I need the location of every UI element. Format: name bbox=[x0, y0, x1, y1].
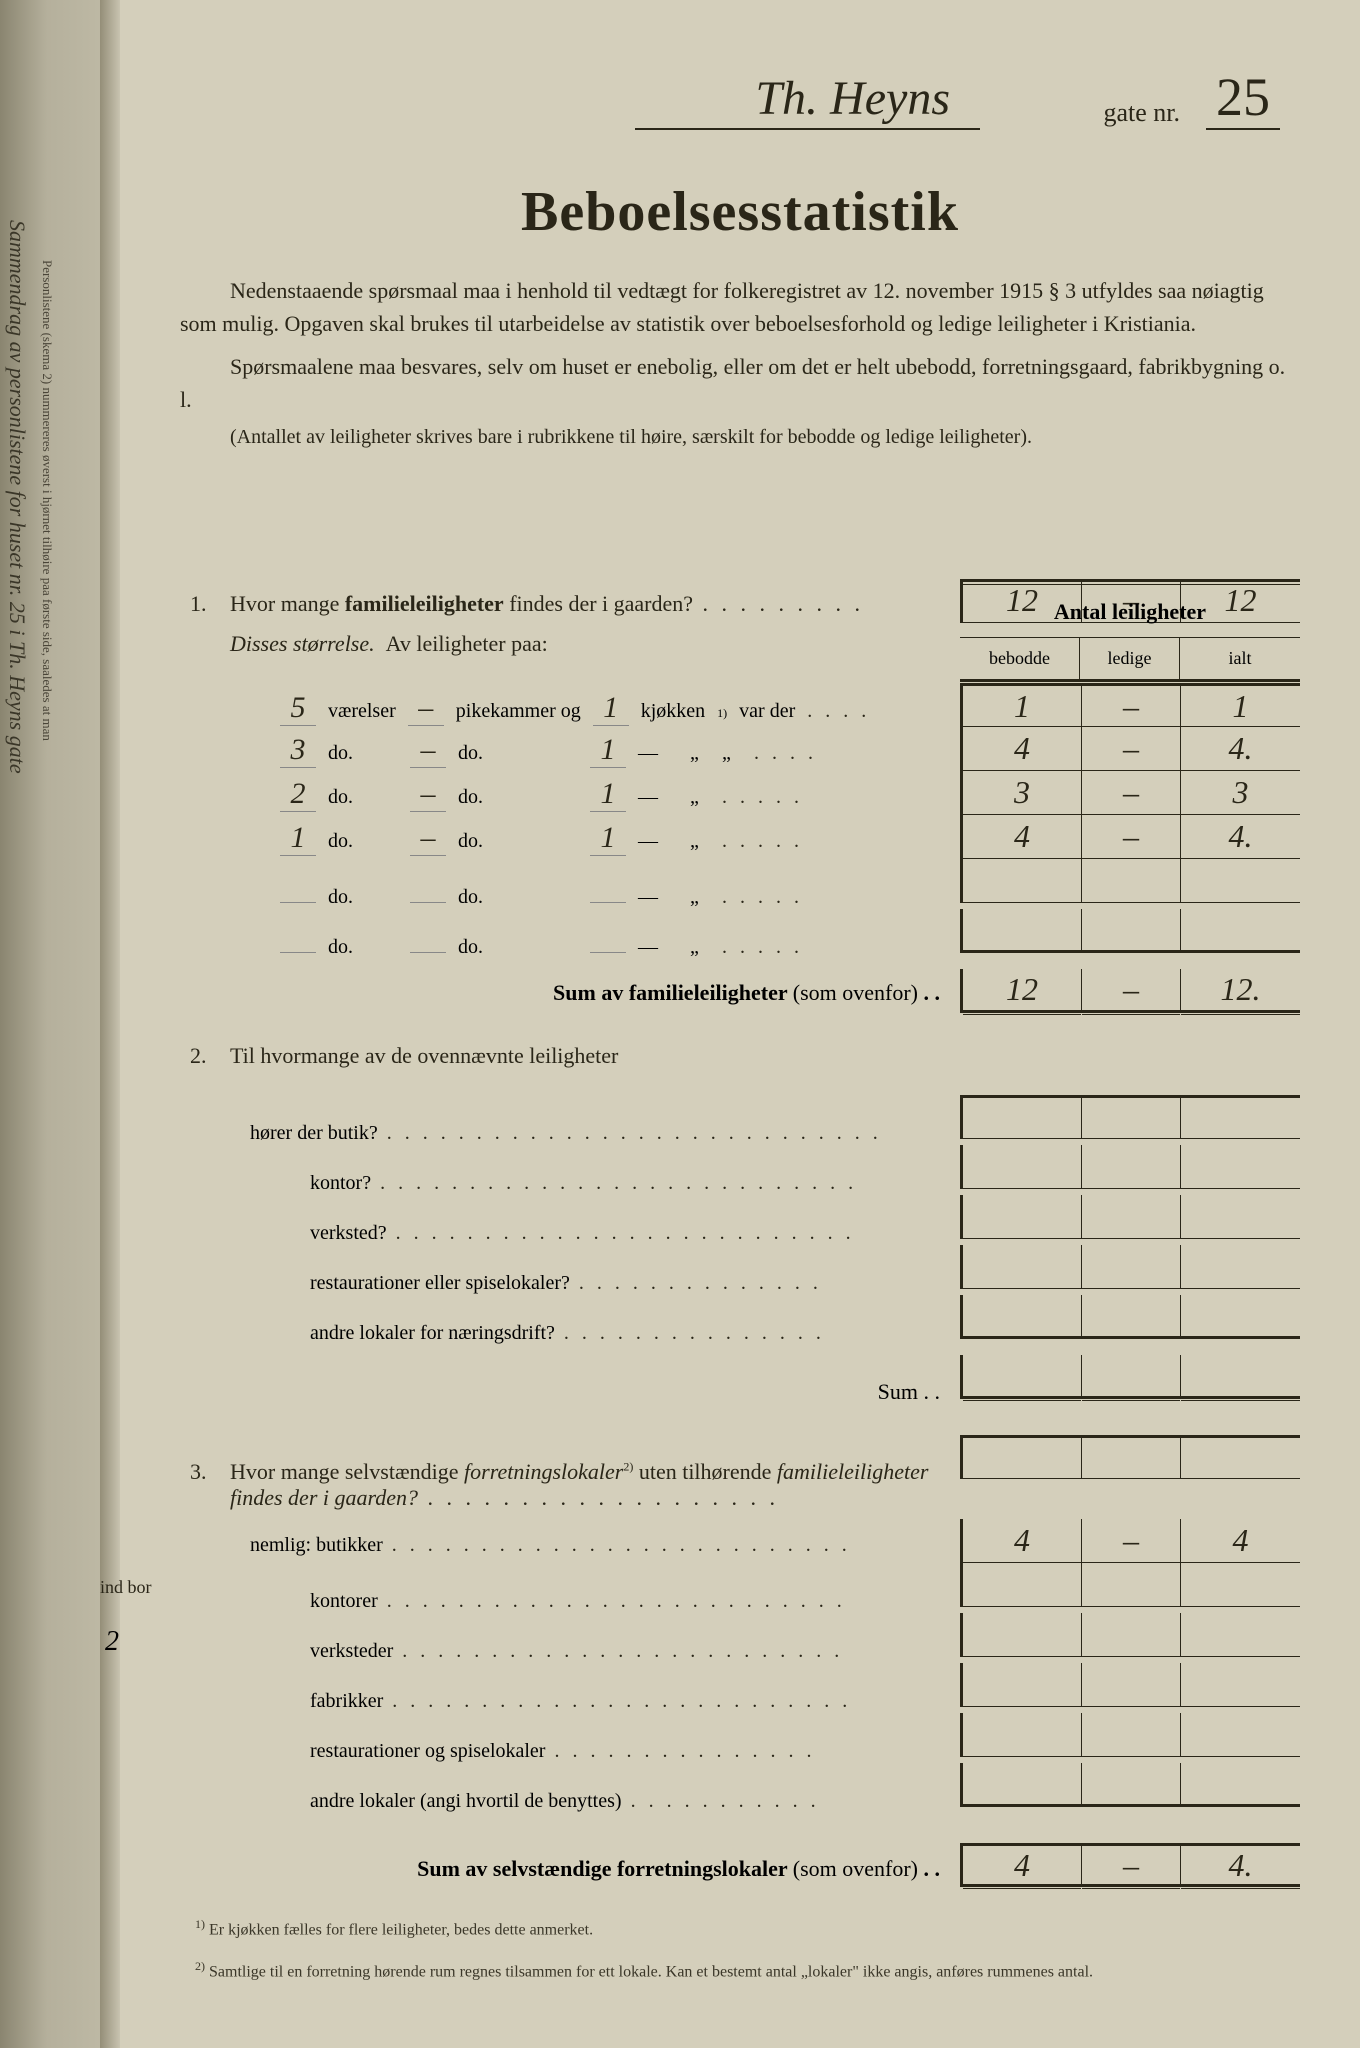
q1-size-row-0: 5værelser –pikekammer og 1kjøkken1) var … bbox=[180, 683, 1300, 727]
vertical-spine-text: Sammendrag av personlistene for huset nr… bbox=[4, 220, 30, 1620]
q1-disses: Disses størrelse. Av leiligheter paa: bbox=[230, 631, 960, 657]
intro-note: (Antallet av leiligheter skrives bare i … bbox=[180, 426, 1300, 449]
col-ialt: ialt bbox=[1180, 638, 1300, 679]
intro-p1: Nedenstaaende spørsmaal maa i henhold ti… bbox=[180, 274, 1300, 340]
q1-number: 1. bbox=[180, 591, 230, 617]
vertical-spine-subtext: Personlistene (skema 2) nummereres øvers… bbox=[39, 260, 55, 1360]
left-edge-label: ind bor bbox=[100, 1577, 152, 1598]
q1-size-row-4: do. do. —„ . . . . . bbox=[180, 859, 1300, 909]
gate-number-handwritten: 25 bbox=[1206, 66, 1280, 130]
q1-sum-row: Sum av familieleiligheter (som ovenfor) … bbox=[180, 969, 1300, 1013]
q1-size-row-3: 1do. –do. 1—„ . . . . . 4 – 4. bbox=[180, 815, 1300, 859]
gate-label: gate nr. bbox=[1103, 98, 1180, 128]
q1-size-row-2: 2do. –do. 1—„ . . . . . 3 – 3 bbox=[180, 771, 1300, 815]
table-header: Antal leiligheter bebodde ledige ialt bbox=[960, 579, 1300, 682]
q1-text: Hvor mange familieleiligheter findes der… bbox=[230, 591, 960, 617]
document-page: Th. Heyns gate nr. 25 Beboelsesstatistik… bbox=[120, 0, 1360, 2048]
q2-number: 2. bbox=[180, 1043, 230, 1069]
q3-text: Hvor mange selvstændige forretningslokal… bbox=[230, 1459, 960, 1511]
q1-size-row-1: 3do. –do. 1—„„ . . . . 4 – 4. bbox=[180, 727, 1300, 771]
intro-p2: Spørsmaalene maa besvares, selv om huset… bbox=[180, 350, 1300, 416]
page-title: Beboelsesstatistik bbox=[180, 180, 1300, 244]
table-header-title: Antal leiligheter bbox=[960, 587, 1300, 638]
binding-edge bbox=[100, 0, 120, 2048]
questions-table-area: Antal leiligheter bebodde ledige ialt 1.… bbox=[180, 579, 1300, 1887]
col-bebodde: bebodde bbox=[960, 638, 1080, 679]
street-name-handwritten: Th. Heyns bbox=[635, 71, 980, 130]
question-3: 3. Hvor mange selvstændige forretningslo… bbox=[180, 1435, 1300, 1887]
footnote-2: 2) Samtlige til en forretning hørende ru… bbox=[180, 1959, 1300, 1981]
q2-text: Til hvormange av de ovennævnte leilighet… bbox=[230, 1043, 960, 1069]
col-ledige: ledige bbox=[1080, 638, 1180, 679]
footnote-1: 1) Er kjøkken fælles for flere leilighet… bbox=[180, 1917, 1300, 1939]
q3-number: 3. bbox=[180, 1459, 230, 1485]
question-2: 2. Til hvormange av de ovennævnte leilig… bbox=[180, 1043, 1300, 1405]
header-address: Th. Heyns gate nr. 25 bbox=[180, 60, 1300, 140]
left-edge-number: 2 bbox=[105, 1626, 119, 1658]
q1-size-row-5: do. do. —„ . . . . . bbox=[180, 909, 1300, 959]
